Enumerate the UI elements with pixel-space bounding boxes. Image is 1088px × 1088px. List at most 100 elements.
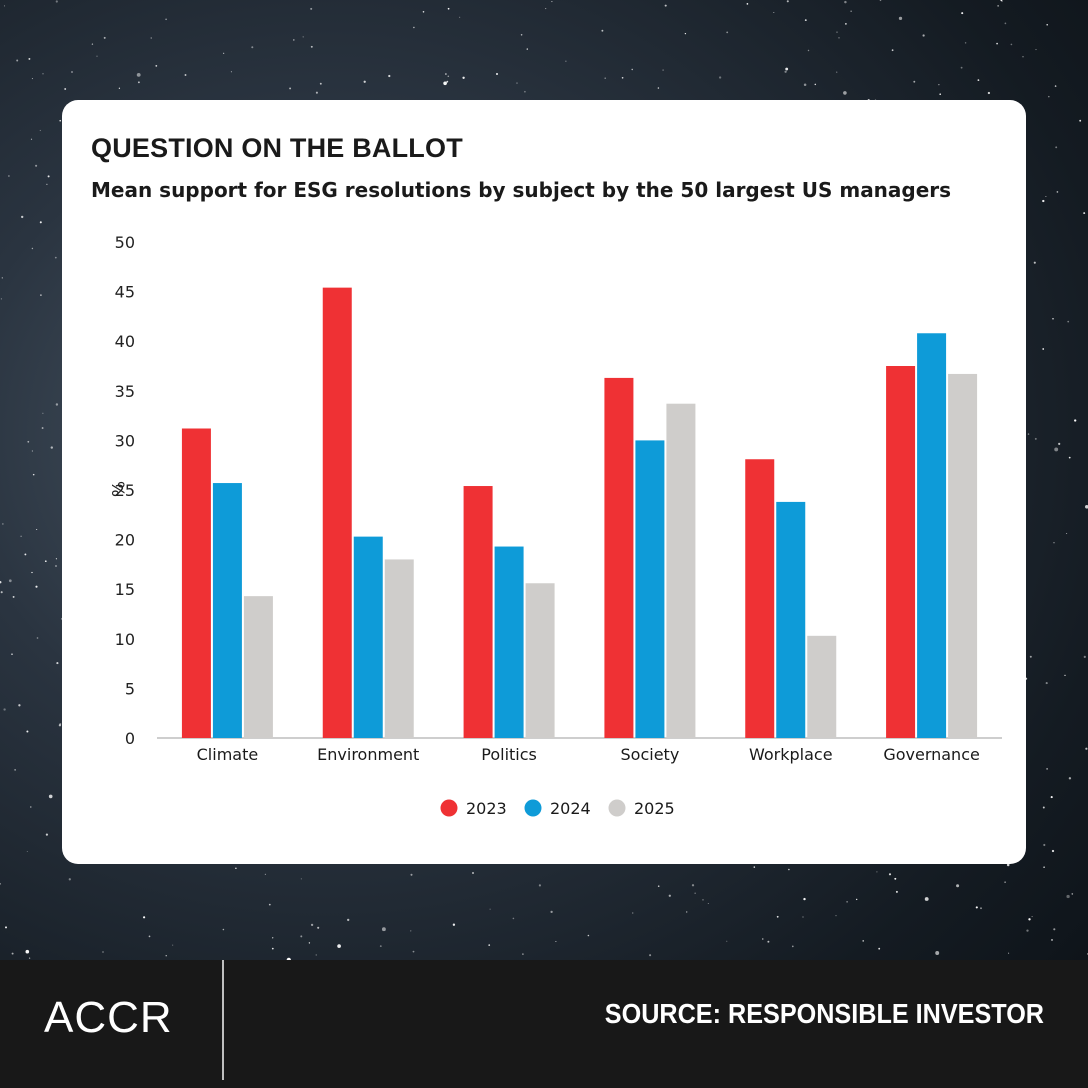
- star: [103, 36, 106, 39]
- star: [42, 73, 44, 75]
- star: [850, 10, 852, 12]
- star: [165, 955, 167, 957]
- star: [310, 45, 313, 48]
- star: [137, 81, 140, 84]
- star: [964, 42, 967, 44]
- star: [551, 1, 553, 3]
- star: [668, 894, 671, 897]
- chart-card: QUESTION ON THE BALLOT Mean support for …: [62, 100, 1026, 864]
- star: [686, 911, 688, 913]
- star: [894, 877, 897, 880]
- star: [300, 878, 302, 880]
- star: [68, 878, 71, 881]
- y-axis-label: %: [107, 481, 127, 497]
- star: [1051, 849, 1055, 853]
- bar-environment-2023: [322, 287, 352, 738]
- star: [315, 954, 317, 956]
- star: [762, 938, 764, 940]
- star: [520, 34, 523, 36]
- star: [118, 87, 121, 89]
- star: [5, 926, 7, 929]
- star: [32, 473, 35, 476]
- star: [788, 868, 790, 871]
- star: [691, 884, 695, 887]
- star: [2, 523, 4, 525]
- star: [879, 0, 882, 2]
- star: [58, 724, 62, 727]
- star: [223, 52, 225, 54]
- star: [845, 23, 847, 25]
- star: [44, 560, 47, 563]
- star: [1029, 655, 1032, 658]
- star: [1083, 655, 1086, 659]
- y-tick-label: 10: [115, 630, 135, 649]
- star: [1000, 0, 1003, 2]
- star: [1058, 442, 1061, 445]
- star: [59, 119, 61, 122]
- star: [1008, 952, 1010, 954]
- star: [1031, 916, 1033, 918]
- star: [987, 91, 991, 95]
- star: [35, 585, 38, 588]
- star: [0, 591, 3, 594]
- x-tick-label: Environment: [317, 745, 419, 764]
- star: [70, 70, 74, 74]
- star: [235, 867, 237, 870]
- star: [54, 256, 57, 259]
- star: [1033, 261, 1036, 264]
- star: [876, 871, 878, 873]
- star: [621, 76, 624, 79]
- star: [1067, 320, 1070, 323]
- star: [878, 947, 881, 950]
- star: [938, 84, 940, 86]
- star: [802, 916, 804, 918]
- star: [31, 571, 33, 574]
- legend-marker-2024: [524, 799, 542, 817]
- star: [447, 75, 450, 78]
- star: [862, 940, 864, 942]
- star: [1006, 863, 1010, 867]
- star: [50, 446, 53, 449]
- star: [12, 595, 15, 598]
- legend-marker-2023: [440, 799, 458, 817]
- accr-logo: ACCR: [44, 993, 173, 1042]
- bar-society-2023: [604, 377, 634, 738]
- star: [96, 55, 98, 57]
- star: [46, 183, 48, 186]
- star: [412, 950, 415, 953]
- star: [56, 662, 59, 665]
- star: [1054, 85, 1057, 87]
- star: [1068, 777, 1072, 780]
- star: [91, 43, 94, 45]
- star: [545, 8, 547, 10]
- star: [1085, 505, 1088, 509]
- star: [136, 72, 141, 77]
- star: [289, 87, 292, 90]
- star: [550, 910, 553, 914]
- star: [413, 26, 415, 29]
- star: [28, 57, 31, 60]
- star: [1043, 843, 1046, 847]
- star: [31, 450, 33, 452]
- star: [25, 949, 30, 954]
- star: [1046, 768, 1048, 770]
- star: [31, 78, 33, 80]
- star: [472, 872, 474, 874]
- star: [20, 535, 22, 537]
- star: [997, 5, 999, 7]
- star: [726, 940, 728, 942]
- star: [64, 88, 67, 90]
- star: [1071, 893, 1074, 895]
- star: [452, 923, 456, 926]
- x-tick-label: Society: [621, 745, 680, 764]
- star: [45, 833, 49, 836]
- star: [657, 885, 660, 887]
- bar-society-2025: [666, 403, 696, 738]
- star: [1066, 532, 1068, 535]
- star: [1083, 212, 1086, 215]
- star: [601, 29, 604, 32]
- star: [1048, 95, 1050, 98]
- star: [30, 138, 33, 140]
- y-tick-label: 0: [125, 729, 135, 748]
